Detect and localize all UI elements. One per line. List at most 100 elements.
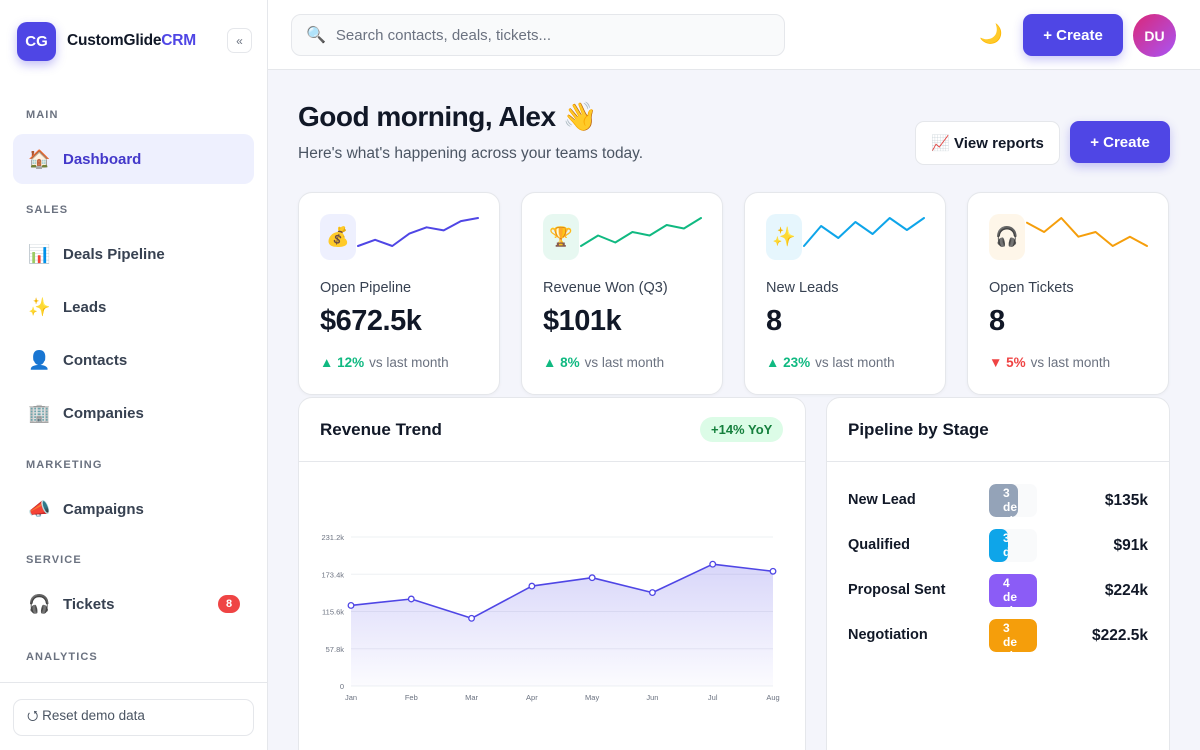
view-reports-button[interactable]: 📈 View reports bbox=[915, 121, 1060, 165]
y-tick-label: 0 bbox=[340, 682, 344, 691]
sidebar-footer: ⭯ Reset demo data bbox=[0, 682, 267, 750]
pipeline-by-stage-panel: Pipeline by Stage New Lead 3 deals $135k Qu… bbox=[826, 397, 1170, 750]
kpi-delta-percent: ▲ 8% bbox=[543, 355, 580, 370]
collapse-sidebar-button[interactable]: « bbox=[227, 28, 252, 53]
section-label-analytics: ANALYTICS bbox=[26, 651, 98, 663]
stage-amount: $224k bbox=[1104, 582, 1148, 599]
data-point bbox=[468, 614, 476, 622]
divider bbox=[299, 461, 805, 462]
sidebar-item-leads[interactable]: ✨ Leads bbox=[13, 282, 254, 332]
kpi-delta: ▼ 5% vs last month bbox=[989, 355, 1110, 370]
stage-bar-track: 3 deals bbox=[989, 484, 1037, 517]
stage-amount: $222.5k bbox=[1091, 627, 1148, 644]
sidebar-item-label: Contacts bbox=[63, 351, 128, 369]
sparkline-path bbox=[803, 217, 925, 247]
search-input[interactable] bbox=[335, 26, 756, 44]
stage-deal-count: 3 deals bbox=[1003, 621, 1020, 652]
avatar[interactable]: DU bbox=[1133, 14, 1176, 57]
kpi-value: $101k bbox=[543, 305, 622, 337]
kpi-value: $672.5k bbox=[320, 305, 422, 337]
stage-bar-fill: 4 deals bbox=[989, 574, 1037, 607]
stage-deal-count: 3 deals bbox=[1003, 531, 1009, 562]
reset-demo-data-button[interactable]: ⭯ Reset demo data bbox=[13, 699, 254, 736]
x-tick-label: May bbox=[585, 693, 599, 702]
pipeline-stage-row[interactable]: New Lead 3 deals $135k bbox=[848, 484, 1148, 517]
sidebar: CG CustomGlideCRM « MAIN 🏠 Dashboard SAL… bbox=[0, 0, 268, 750]
kpi-delta-suffix: vs last month bbox=[584, 355, 665, 370]
sparkline-path bbox=[1026, 217, 1148, 247]
kpi-delta: ▲ 8% vs last month bbox=[543, 355, 664, 370]
kpi-delta-suffix: vs last month bbox=[815, 355, 895, 370]
x-tick-label: Mar bbox=[465, 693, 478, 702]
kpi-card-new-leads[interactable]: ✨ New Leads 8 ▲ 23% vs last month bbox=[744, 192, 946, 395]
header-create-button[interactable]: + Create bbox=[1023, 14, 1123, 56]
revenue-line bbox=[350, 563, 774, 620]
money-bag-icon: 💰 bbox=[320, 214, 356, 260]
kpi-delta: ▲ 23% vs last month bbox=[766, 355, 895, 370]
headphones-icon: 🎧 bbox=[989, 214, 1025, 260]
stage-amount: $91k bbox=[1113, 537, 1148, 554]
kpi-value: 8 bbox=[989, 305, 1005, 337]
kpi-delta-value: 8% bbox=[560, 355, 580, 370]
kpi-delta-percent: ▼ 5% bbox=[989, 355, 1026, 370]
brand-name-accent: CRM bbox=[161, 32, 196, 49]
brand-name: CustomGlideCRM bbox=[67, 32, 196, 50]
person-icon: 👤 bbox=[28, 349, 51, 370]
section-label-sales: SALES bbox=[26, 204, 69, 216]
pipeline-stage-row[interactable]: Negotiation 3 deals $222.5k bbox=[848, 619, 1148, 652]
sidebar-item-label: Leads bbox=[63, 298, 107, 316]
stage-amount: $135k bbox=[1104, 492, 1148, 509]
search-box[interactable]: 🔍 bbox=[291, 14, 785, 56]
kpi-value: 8 bbox=[766, 305, 782, 337]
panel-title: Pipeline by Stage bbox=[848, 420, 989, 439]
megaphone-icon: 📣 bbox=[28, 498, 51, 519]
moon-icon[interactable]: 🌙 bbox=[979, 24, 1003, 45]
revenue-trend-panel: Revenue Trend +14% YoY 0 57.8k 115.6k 173.4… bbox=[298, 397, 806, 750]
data-point bbox=[769, 567, 777, 575]
kpi-delta: ▲ 12% vs last month bbox=[320, 355, 449, 370]
page-subtitle: Here's what's happening across your team… bbox=[298, 145, 644, 162]
kpi-card-revenue-won[interactable]: 🏆 Revenue Won (Q3) $101k ▲ 8% vs last mon… bbox=[521, 192, 723, 395]
divider bbox=[827, 461, 1169, 462]
page-title: Good morning, Alex 👋 bbox=[298, 101, 598, 132]
section-label-service: SERVICE bbox=[26, 554, 82, 566]
sidebar-item-dashboard[interactable]: 🏠 Dashboard bbox=[13, 134, 254, 184]
sidebar-item-deals-pipeline[interactable]: 📊 Deals Pipeline bbox=[13, 229, 254, 279]
kpi-delta-suffix: vs last month bbox=[369, 355, 449, 370]
sidebar-item-contacts[interactable]: 👤 Contacts bbox=[13, 335, 254, 385]
sparkline-path bbox=[357, 217, 479, 247]
pipeline-stage-row[interactable]: Proposal Sent 4 deals $224k bbox=[848, 574, 1148, 607]
brand[interactable]: CG CustomGlideCRM bbox=[17, 21, 196, 61]
sidebar-item-label: Deals Pipeline bbox=[63, 245, 165, 263]
data-point bbox=[648, 589, 656, 597]
search-icon: 🔍 bbox=[306, 27, 326, 44]
stage-bar-track: 4 deals bbox=[989, 574, 1037, 607]
sidebar-item-companies[interactable]: 🏢 Companies bbox=[13, 388, 254, 438]
stage-name: Qualified bbox=[848, 537, 911, 553]
x-tick-label: Jan bbox=[345, 693, 357, 702]
brand-name-main: CustomGlide bbox=[67, 32, 162, 49]
stage-bar-track: 3 deals bbox=[989, 619, 1037, 652]
data-point bbox=[588, 574, 596, 582]
sidebar-item-tickets[interactable]: 🎧 Tickets 8 bbox=[13, 579, 254, 629]
kpi-card-open-tickets[interactable]: 🎧 Open Tickets 8 ▼ 5% vs last month bbox=[967, 192, 1169, 395]
bar-chart-icon: 📊 bbox=[28, 243, 51, 264]
section-label-marketing: MARKETING bbox=[26, 459, 103, 471]
sparkles-icon: ✨ bbox=[766, 214, 802, 260]
stage-name: Proposal Sent bbox=[848, 582, 946, 598]
kpi-sparkline bbox=[357, 217, 479, 247]
x-tick-label: Feb bbox=[405, 693, 418, 702]
x-tick-label: Jul bbox=[708, 693, 718, 702]
sidebar-item-campaigns[interactable]: 📣 Campaigns bbox=[13, 484, 254, 534]
create-button[interactable]: + Create bbox=[1070, 121, 1170, 163]
pipeline-stage-row[interactable]: Qualified 3 deals $91k bbox=[848, 529, 1148, 562]
tickets-count-badge: 8 bbox=[218, 595, 240, 613]
stage-deal-count: 4 deals bbox=[1003, 576, 1020, 607]
stage-deal-count: 3 deals bbox=[1003, 486, 1018, 517]
trophy-icon: 🏆 bbox=[543, 214, 579, 260]
yoy-badge: +14% YoY bbox=[700, 417, 784, 442]
kpi-card-open-pipeline[interactable]: 💰 Open Pipeline $672.5k ▲ 12% vs last mon… bbox=[298, 192, 500, 395]
kpi-delta-value: 12% bbox=[337, 355, 365, 370]
data-point bbox=[347, 601, 355, 609]
panel-title: Revenue Trend bbox=[320, 420, 442, 439]
